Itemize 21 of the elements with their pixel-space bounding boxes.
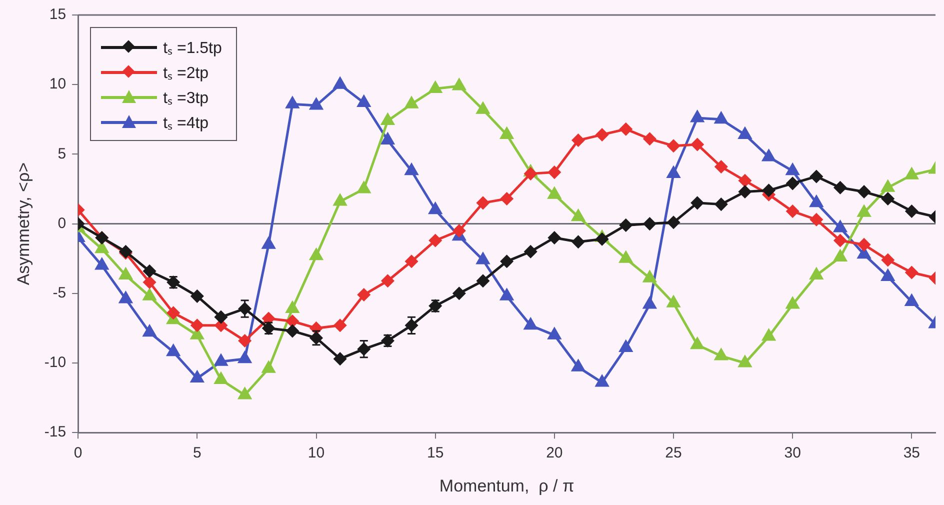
y-tick-label: 0 xyxy=(58,214,66,232)
y-axis-title: Asymmetry, <ρ> xyxy=(14,162,33,286)
x-tick-label: 30 xyxy=(784,444,801,462)
legend-label: tₛ =4tp xyxy=(163,114,209,132)
y-tick-label: 10 xyxy=(49,76,66,93)
y-tick-label: -15 xyxy=(44,424,66,441)
x-tick-label: 25 xyxy=(665,444,682,462)
x-tick-label: 0 xyxy=(74,444,82,462)
y-tick-label: -10 xyxy=(44,354,66,372)
y-tick-label: 15 xyxy=(49,6,66,24)
x-tick-label: 35 xyxy=(903,444,920,462)
legend-label: tₛ =2tp xyxy=(163,64,209,82)
x-axis-title: Momentum, ρ / π xyxy=(439,476,574,496)
x-tick-label: 5 xyxy=(192,444,202,462)
legend-label: tₛ =1.5tp xyxy=(163,38,222,58)
legend-label: tₛ =3tp xyxy=(163,88,209,108)
x-tick-label: 10 xyxy=(308,444,325,462)
x-tick-label: 20 xyxy=(546,444,563,462)
x-tick-label: 15 xyxy=(426,444,444,462)
y-tick-label: 5 xyxy=(58,145,66,162)
y-tick-label: -5 xyxy=(52,284,66,302)
